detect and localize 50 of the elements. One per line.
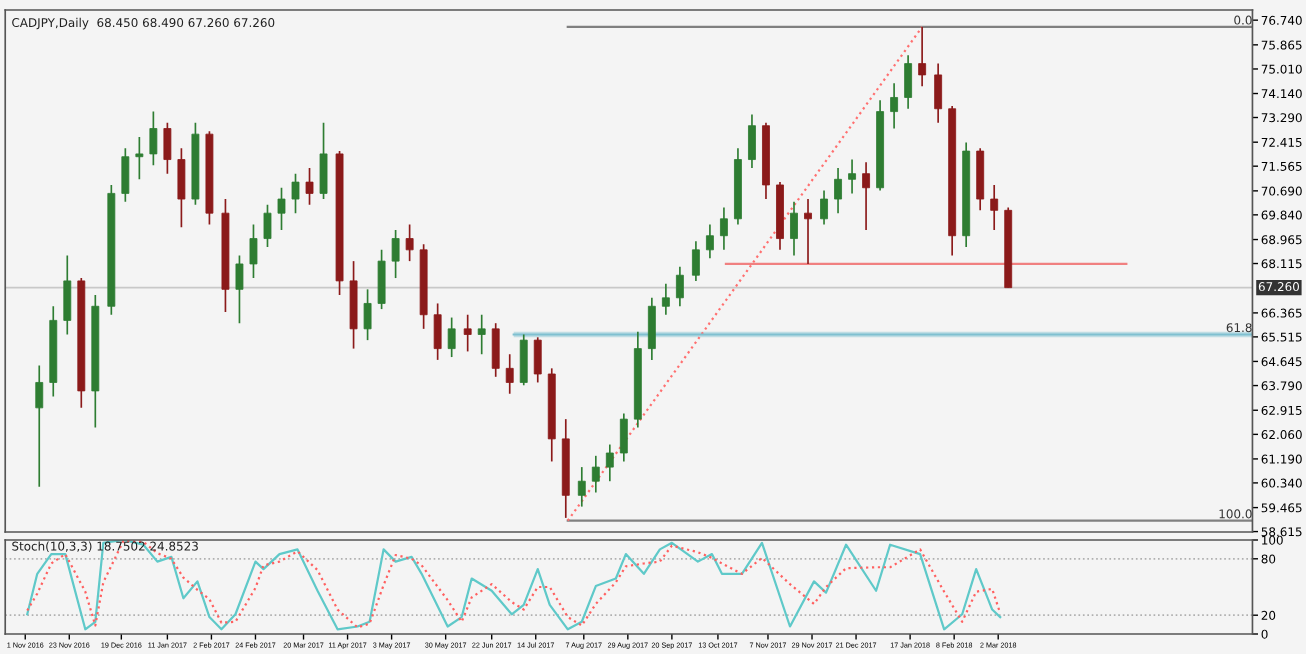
candlestick [605, 443, 614, 483]
candlestick [177, 147, 186, 229]
candlestick [463, 313, 472, 353]
candlestick [277, 186, 286, 231]
candlestick [391, 229, 400, 279]
candlestick [533, 336, 542, 384]
candlestick [820, 189, 828, 226]
candlestick [890, 82, 899, 130]
candlestick [804, 198, 812, 265]
candlestick [163, 122, 172, 175]
candlestick [305, 167, 314, 206]
candlestick [918, 26, 927, 88]
candlestick [675, 265, 684, 308]
candlestick [619, 412, 628, 463]
candlestick [661, 282, 670, 316]
candlestick [691, 240, 700, 282]
candlestick [35, 364, 44, 488]
candlestick [349, 260, 358, 350]
candlestick [433, 302, 442, 361]
candlestick [790, 201, 798, 257]
candlestick [135, 136, 144, 181]
candlestick [706, 223, 714, 260]
candlestick [720, 206, 728, 251]
candlestick [477, 313, 486, 356]
candlestick [934, 62, 943, 124]
candlestick [377, 249, 386, 310]
candlestick [990, 184, 999, 231]
candlestick [263, 203, 272, 248]
candlestick [121, 147, 130, 203]
candlestick [748, 113, 756, 169]
candlestick [577, 466, 586, 508]
candlestick [249, 223, 258, 279]
candlestick [491, 322, 500, 378]
candlestick [647, 296, 656, 361]
candlestick [904, 54, 913, 110]
candlestick [519, 333, 528, 387]
candlestick [862, 161, 870, 231]
candlestick [834, 167, 842, 214]
candlestick [149, 110, 158, 167]
candlestick [848, 158, 856, 195]
candlestick [319, 122, 328, 200]
candlestick [591, 454, 600, 494]
candlestick [505, 353, 514, 395]
candlestick [405, 223, 414, 262]
candlestick [235, 254, 244, 325]
candlestick [447, 316, 456, 358]
candlestick [976, 147, 985, 212]
candlestick [291, 172, 300, 214]
candlestick [363, 288, 372, 341]
candlestick [63, 254, 72, 336]
